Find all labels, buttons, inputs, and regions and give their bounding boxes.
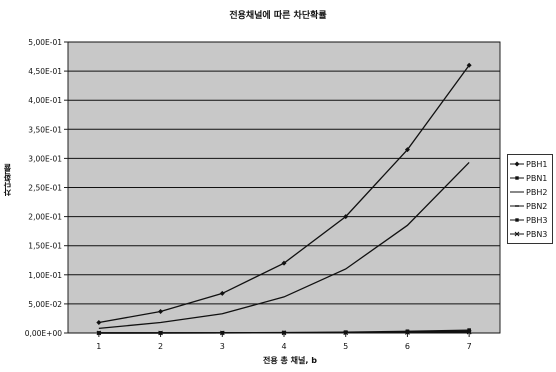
data-point-pbh1 [158, 308, 164, 314]
y-tick-label: 5,00E-02 [28, 300, 62, 309]
x-tick-label: 7 [467, 342, 472, 351]
y-tick-label: 1,00E-01 [28, 271, 62, 280]
series-line-pbh2 [98, 162, 470, 329]
data-point-pbh1 [404, 147, 410, 153]
data-point-pbh1 [219, 290, 225, 296]
legend-label: PBN1 [526, 173, 548, 183]
legend-swatch [510, 174, 524, 182]
legend-label: PBN2 [526, 201, 548, 211]
legend-swatch [510, 160, 524, 168]
x-tick-label: 5 [343, 342, 348, 351]
legend-item-pbh3: PBH3 [510, 213, 550, 227]
y-tick-label: 0,00E+00 [25, 329, 62, 338]
legend-swatch [510, 202, 524, 210]
legend-item-pbh2: PBH2 [510, 185, 550, 199]
x-tick-label: 1 [96, 342, 101, 351]
data-point-pbh1 [96, 320, 102, 326]
data-point-pbn3 [281, 330, 287, 336]
legend-item-pbn1: PBN1 [510, 171, 550, 185]
y-tick-label: 3,50E-01 [28, 125, 62, 134]
y-tick-label: 4,00E-01 [28, 96, 62, 105]
legend: PBH1 PBN1 PBH2 PBN2 PBH3 PBN3 [507, 154, 553, 244]
data-point-pbn3 [405, 330, 410, 335]
data-point-pbh1 [466, 62, 472, 68]
legend-label: PBH1 [526, 159, 548, 169]
legend-item-pbh1: PBH1 [510, 157, 550, 171]
y-tick-label: 2,50E-01 [28, 184, 62, 193]
legend-label: PBH3 [526, 215, 548, 225]
y-tick-label: 1,50E-01 [28, 242, 62, 251]
chart-title: 전용채널에 따른 차단확률 [229, 11, 327, 21]
data-point-pbn3 [219, 330, 225, 336]
legend-swatch [510, 188, 524, 196]
x-tick-label: 4 [281, 342, 286, 351]
legend-swatch [510, 230, 524, 238]
x-tick-label: 6 [405, 342, 410, 351]
legend-label: PBH2 [526, 187, 548, 197]
legend-label: PBN3 [526, 229, 548, 239]
data-point-pbh3 [467, 329, 471, 334]
data-point-pbh1 [281, 260, 287, 266]
legend-item-pbn3: PBN3 [510, 227, 550, 241]
data-point-pbn3 [158, 330, 163, 336]
data-point-pbn3 [466, 329, 472, 335]
y-tick-label: 3,00E-01 [28, 154, 62, 163]
y-tick-label: 4,50E-01 [28, 67, 62, 76]
data-point-pbn3 [343, 330, 349, 336]
data-point-pbn3 [96, 330, 102, 336]
x-tick-label: 3 [220, 342, 225, 351]
x-tick-label: 2 [158, 342, 163, 351]
legend-item-pbn2: PBN2 [510, 199, 550, 213]
data-point-pbh1 [343, 214, 349, 220]
y-tick-label: 2,00E-01 [28, 213, 62, 222]
legend-swatch [510, 216, 524, 224]
y-tick-label: 5,00E-01 [28, 38, 62, 47]
x-axis-title: 전용 총 채널, b [263, 356, 317, 365]
